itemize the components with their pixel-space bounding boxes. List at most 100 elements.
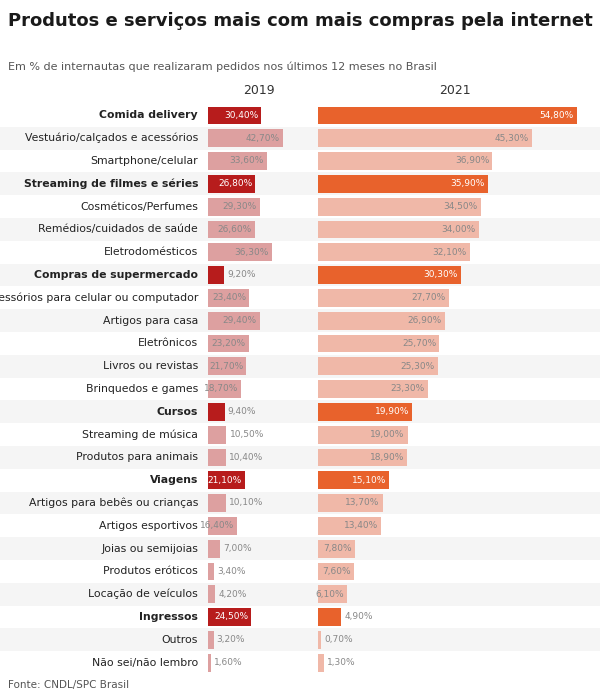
Bar <box>318 654 324 672</box>
Bar <box>208 357 246 375</box>
Bar <box>208 426 226 443</box>
Bar <box>318 129 532 147</box>
Bar <box>0 195 600 218</box>
Bar <box>0 514 600 537</box>
Text: Comida delivery: Comida delivery <box>100 111 198 120</box>
Bar <box>208 403 224 420</box>
Bar <box>208 266 224 284</box>
Bar <box>0 264 600 286</box>
Text: 21,10%: 21,10% <box>208 475 242 484</box>
Text: 2019: 2019 <box>243 84 275 97</box>
Text: 21,70%: 21,70% <box>209 362 243 371</box>
Text: 7,60%: 7,60% <box>322 567 351 576</box>
Text: 10,50%: 10,50% <box>229 430 264 439</box>
Bar <box>318 175 488 193</box>
Text: 30,40%: 30,40% <box>224 111 259 120</box>
Bar <box>0 127 600 150</box>
Bar <box>0 423 600 446</box>
Bar <box>208 335 249 352</box>
Bar <box>0 355 600 378</box>
Bar <box>0 241 600 264</box>
Bar <box>318 562 354 580</box>
Text: 7,80%: 7,80% <box>323 544 352 553</box>
Text: Streaming de música: Streaming de música <box>82 429 198 440</box>
Bar <box>0 491 600 514</box>
Text: Brinquedos e games: Brinquedos e games <box>86 384 198 394</box>
Bar <box>208 448 226 466</box>
Bar <box>0 309 600 332</box>
Bar <box>208 221 255 238</box>
Text: 33,60%: 33,60% <box>230 157 264 166</box>
Text: 32,10%: 32,10% <box>433 248 467 257</box>
Bar <box>208 380 241 398</box>
Text: 18,90%: 18,90% <box>370 453 404 462</box>
Text: 7,00%: 7,00% <box>223 544 252 553</box>
Text: 25,70%: 25,70% <box>402 339 436 348</box>
Text: 30,30%: 30,30% <box>424 271 458 280</box>
Text: Eletrônicos: Eletrônicos <box>138 338 198 349</box>
Text: Acessórios para celular ou computador: Acessórios para celular ou computador <box>0 292 198 303</box>
Text: 1,60%: 1,60% <box>214 658 242 667</box>
Text: Artigos esportivos: Artigos esportivos <box>99 521 198 531</box>
Text: Locação de veículos: Locação de veículos <box>88 589 198 599</box>
Bar <box>0 378 600 400</box>
Text: 24,50%: 24,50% <box>214 612 248 622</box>
Text: 3,20%: 3,20% <box>217 635 245 644</box>
Bar <box>0 560 600 583</box>
Bar <box>0 332 600 355</box>
Text: 36,30%: 36,30% <box>235 248 269 257</box>
Text: 3,40%: 3,40% <box>217 567 245 576</box>
Text: 29,40%: 29,40% <box>223 316 257 325</box>
Bar <box>0 469 600 491</box>
Text: Não sei/não lembro: Não sei/não lembro <box>92 658 198 667</box>
Bar <box>208 289 249 307</box>
Text: 13,40%: 13,40% <box>344 521 379 530</box>
Text: Ingressos: Ingressos <box>139 612 198 622</box>
Text: Outros: Outros <box>161 635 198 644</box>
Bar <box>0 537 600 560</box>
Text: 19,90%: 19,90% <box>374 407 409 416</box>
Bar <box>208 175 255 193</box>
Bar <box>318 244 470 261</box>
Text: Artigos para bebês ou crianças: Artigos para bebês ou crianças <box>29 498 198 508</box>
Text: 45,30%: 45,30% <box>495 134 529 143</box>
Bar <box>318 357 437 375</box>
Text: 1,30%: 1,30% <box>327 658 356 667</box>
Text: Artigos para casa: Artigos para casa <box>103 315 198 326</box>
Bar <box>318 426 408 443</box>
Bar <box>0 400 600 423</box>
Bar <box>318 403 412 420</box>
Bar <box>318 608 341 626</box>
Bar <box>0 150 600 173</box>
Bar <box>0 606 600 628</box>
Bar <box>318 198 481 216</box>
Bar <box>208 152 267 170</box>
Bar <box>318 585 347 603</box>
Text: Smartphone/celular: Smartphone/celular <box>91 156 198 166</box>
Text: Em % de internautas que realizaram pedidos nos últimos 12 meses no Brasil: Em % de internautas que realizaram pedid… <box>8 62 437 72</box>
Text: 34,00%: 34,00% <box>442 225 476 234</box>
Bar <box>318 289 449 307</box>
Text: 4,90%: 4,90% <box>344 612 373 622</box>
Bar <box>208 471 245 489</box>
Text: 54,80%: 54,80% <box>539 111 574 120</box>
Text: 15,10%: 15,10% <box>352 475 386 484</box>
Text: 0,70%: 0,70% <box>325 635 353 644</box>
Bar <box>208 129 283 147</box>
Bar <box>208 631 214 649</box>
Bar <box>208 106 262 125</box>
Text: Vestuário/calçados e acessórios: Vestuário/calçados e acessórios <box>25 133 198 143</box>
Text: Livros ou revistas: Livros ou revistas <box>103 361 198 371</box>
Text: Produtos para animais: Produtos para animais <box>76 452 198 462</box>
Bar <box>208 654 211 672</box>
Bar <box>208 608 251 626</box>
Text: 23,20%: 23,20% <box>212 339 246 348</box>
Text: 25,30%: 25,30% <box>400 362 434 371</box>
Text: 9,20%: 9,20% <box>227 271 256 280</box>
Bar <box>318 448 407 466</box>
Bar <box>208 517 237 535</box>
Bar <box>318 221 479 238</box>
Bar <box>318 539 355 557</box>
Text: 29,30%: 29,30% <box>222 202 257 211</box>
Text: 23,40%: 23,40% <box>212 293 246 302</box>
